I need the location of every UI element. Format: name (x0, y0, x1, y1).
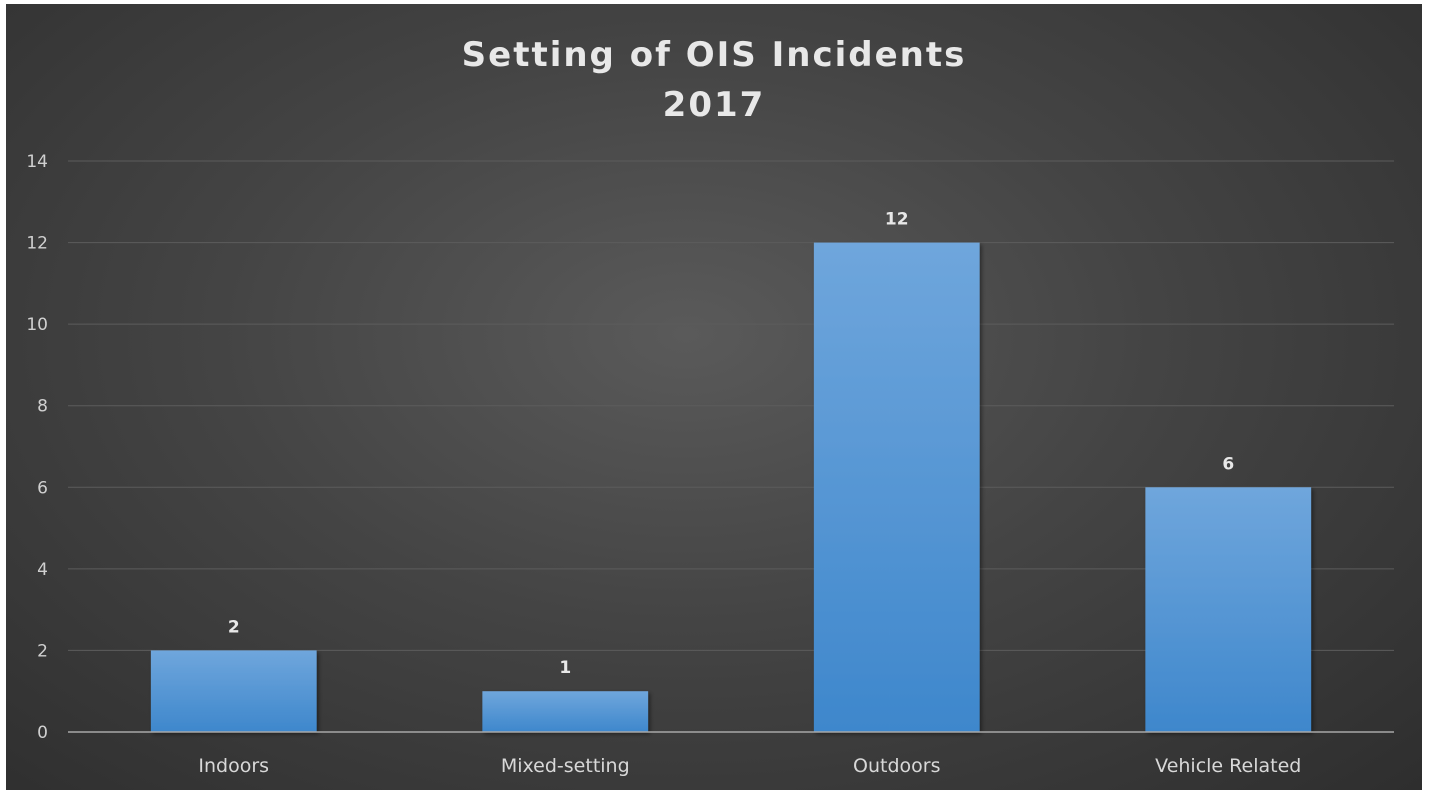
y-tick-label: 2 (37, 641, 48, 661)
y-tick-label: 0 (37, 723, 48, 743)
x-category-label: Mixed-setting (501, 755, 630, 777)
y-tick-label: 12 (26, 234, 48, 254)
bar-outdoors (813, 242, 980, 733)
chart-subtitle: 2017 (663, 85, 766, 125)
bar-indoors (150, 650, 317, 732)
bars (150, 242, 1312, 733)
chart-title: Setting of OIS Incidents (462, 35, 967, 75)
y-tick-label: 6 (37, 478, 48, 498)
data-label: 12 (885, 210, 909, 230)
data-label: 1 (559, 658, 571, 678)
x-category-label: Outdoors (853, 755, 940, 777)
x-axis-categories: Indoors Mixed-setting Outdoors Vehicle Rela… (198, 755, 1301, 777)
x-category-label: Indoors (198, 755, 269, 777)
y-axis-ticks: 0 2 4 6 8 10 12 14 (26, 152, 48, 743)
x-category-label: Vehicle Related (1155, 755, 1301, 777)
y-tick-label: 10 (26, 315, 48, 335)
bar-chart: Setting of OIS Incidents 2017 0246810121… (26, 35, 1394, 777)
data-label: 6 (1222, 454, 1234, 474)
y-tick-label: 4 (37, 560, 48, 580)
data-label: 2 (228, 617, 240, 637)
bar-mixed-setting (482, 691, 649, 732)
chart-frame: Setting of OIS Incidents 2017 0 2 4 6 8 10 12 1… (6, 4, 1422, 790)
data-labels: 2 1 12 6 (228, 210, 1234, 679)
y-tick-label: 8 (37, 397, 48, 417)
y-tick-label: 14 (26, 152, 48, 172)
gridlines (68, 160, 1394, 651)
bar-vehicle-related (1145, 487, 1312, 732)
